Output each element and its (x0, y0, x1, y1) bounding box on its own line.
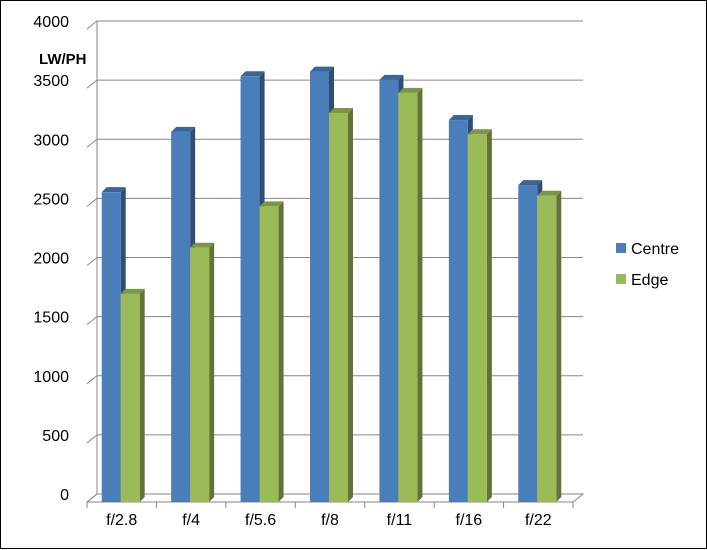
bars (101, 66, 562, 503)
y-tick-label: 1500 (33, 310, 69, 327)
bar-edge-f5-6 (259, 201, 284, 502)
y-axis-title: LW/PH (39, 51, 87, 68)
y-tick-label: 4000 (33, 14, 69, 31)
x-tick-label: f/11 (387, 512, 413, 529)
gridline-depth (86, 316, 98, 326)
legend-label-edge: Edge (631, 272, 668, 289)
y-tick-label: 2500 (33, 191, 69, 208)
y-tick-label: 0 (60, 487, 69, 504)
x-tick-label: f/4 (182, 512, 200, 529)
gridline-depth (86, 257, 98, 266)
gridline-depth (86, 79, 98, 89)
bar-edge-f8 (329, 107, 353, 503)
y-tick-label: 2000 (33, 251, 69, 268)
y-tick-label: 3000 (33, 132, 69, 149)
bar-edge-f4 (190, 242, 215, 502)
x-tick-label: f/8 (321, 512, 339, 529)
gridline-depth (86, 375, 98, 385)
gridline-depth (86, 138, 98, 148)
x-tick-label: f/16 (456, 512, 483, 529)
gridline-depth (86, 434, 98, 444)
x-tick-label: f/22 (525, 512, 552, 529)
y-tick-label: 500 (42, 428, 69, 445)
legend-swatch-centre (616, 243, 626, 253)
y-tick-label: 3500 (33, 73, 69, 90)
x-tick-label: f/5.6 (245, 512, 276, 529)
legend-label-centre: Centre (631, 241, 679, 258)
legend-swatch-edge (616, 274, 626, 284)
gridline-depth (86, 20, 98, 30)
bar-edge-f2-8 (120, 288, 145, 502)
bar-edge-f16 (467, 129, 492, 502)
gridline-depth (86, 197, 98, 207)
tick-labels: 0 500 1000 1500 2000 2500 3000 3500 4000 f/2.8 f/4… (33, 14, 551, 529)
x-tick-label: f/2.8 (106, 512, 137, 529)
bar-edge-f11 (398, 87, 423, 502)
bar-edge-f22 (537, 190, 562, 503)
legend: Centre Edge (616, 241, 679, 289)
y-tick-label: 1000 (33, 369, 69, 386)
